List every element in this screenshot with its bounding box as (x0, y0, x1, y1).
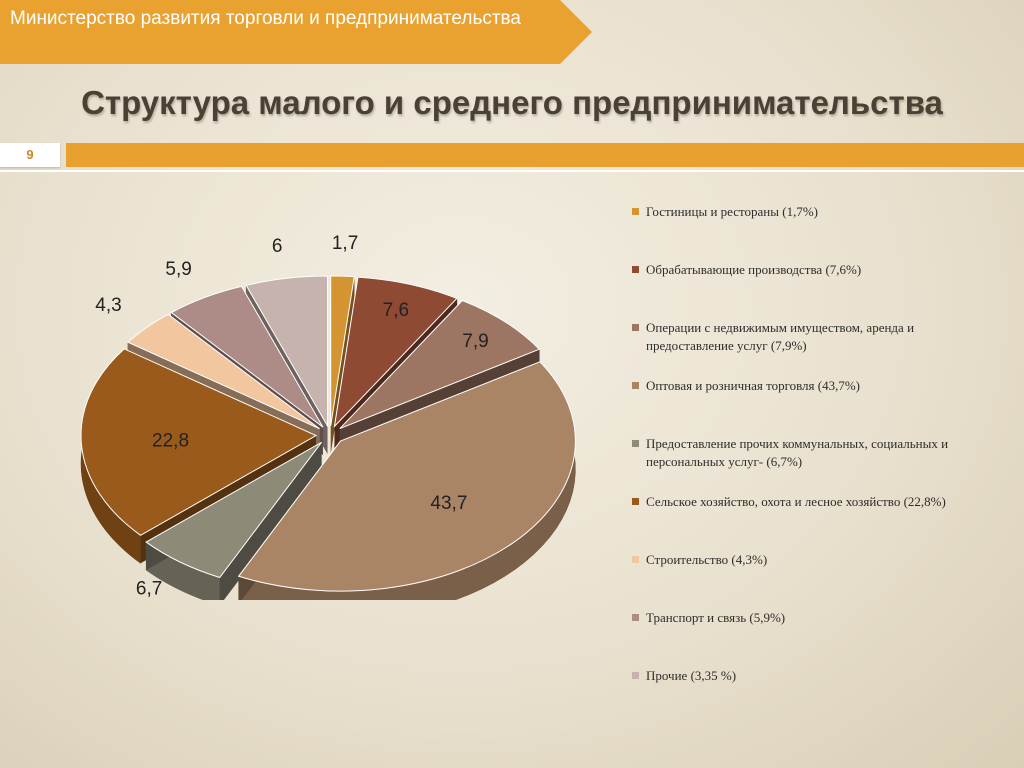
pie-data-label: 43,7 (430, 493, 467, 514)
ministry-name: Министерство развития торговли и предпри… (10, 8, 521, 29)
pie-slice (170, 285, 324, 428)
legend-label: Строительство (4,3%) (646, 552, 768, 567)
pie-slice (80, 348, 318, 536)
ministry-banner: Министерство развития торговли и предпри… (0, 0, 1024, 66)
legend-swatch (632, 556, 639, 563)
legend-swatch (632, 324, 639, 331)
pie-slice (333, 276, 458, 428)
pie-data-label: 5,9 (165, 259, 191, 280)
pie-data-label: 7,6 (383, 300, 409, 321)
legend-item: Операции с недвижимым имуществом, аренда… (632, 319, 977, 355)
pie-data-label: 1,7 (332, 233, 358, 254)
pie-data-labels: 1,7 7,6 7,9 43,7 6,7 22,8 4,3 5,9 6 (95, 233, 488, 599)
pie-slice (237, 361, 576, 592)
legend-item: Сельское хозяйство, охота и лесное хозяй… (632, 493, 977, 511)
legend-label: Предоставление прочих коммунальных, соци… (646, 436, 949, 469)
legend-swatch (632, 440, 639, 447)
header-divider (0, 170, 1024, 172)
pie-slice (245, 275, 329, 428)
legend-label: Прочие (3,35 %) (646, 668, 737, 683)
legend-label: Гостиницы и рестораны (1,7%) (646, 204, 818, 219)
pie-data-label: 22,8 (152, 431, 189, 452)
legend-item: Прочие (3,35 %) (632, 667, 977, 685)
banner-arrow-shape (0, 0, 592, 64)
legend-label: Операции с недвижимым имуществом, аренда… (646, 320, 915, 353)
legend-label: Сельское хозяйство, охота и лесное хозяй… (646, 494, 946, 509)
slide-number: 9 (0, 143, 60, 167)
pie-tops (80, 275, 576, 592)
legend-swatch (632, 672, 639, 679)
legend-label: Оптовая и розничная торговля (43,7%) (646, 378, 861, 393)
pie-slice (145, 441, 322, 579)
legend-item: Строительство (4,3%) (632, 551, 977, 569)
pie-data-label: 6,7 (136, 578, 162, 599)
pie-chart: 1,7 7,6 7,9 43,7 6,7 22,8 4,3 5,9 6 (80, 233, 576, 600)
legend-item: Транспорт и связь (5,9%) (632, 609, 977, 627)
legend-item: Предоставление прочих коммунальных, соци… (632, 435, 977, 471)
pie-slice (330, 275, 355, 426)
pie-slice-wall (330, 276, 355, 454)
legend-label: Обрабатывающие производства (7,6%) (646, 262, 862, 277)
page-title: Структура малого и среднего предпринимат… (81, 84, 943, 121)
legend-item: Оптовая и розничная торговля (43,7%) (632, 377, 977, 395)
pie-data-label: 4,3 (95, 295, 121, 316)
pie-data-label: 7,9 (462, 331, 488, 352)
pie-data-label: 6 (272, 236, 283, 257)
legend-swatch (632, 208, 639, 215)
pie-slice (126, 313, 320, 430)
legend-item: Обрабатывающие производства (7,6%) (632, 261, 977, 279)
legend-item: Гостиницы и рестораны (1,7%) (632, 203, 977, 221)
legend-label: Транспорт и связь (5,9%) (646, 610, 786, 625)
header-bar (66, 143, 1024, 167)
legend-swatch (632, 266, 639, 273)
legend-swatch (632, 614, 639, 621)
legend-swatch (632, 382, 639, 389)
legend-swatch (632, 498, 639, 505)
pie-slice (339, 299, 541, 430)
